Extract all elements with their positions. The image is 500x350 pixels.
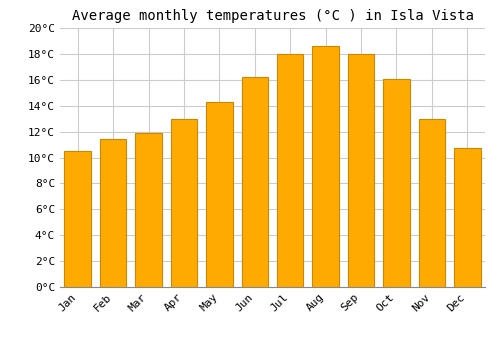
Bar — [454, 148, 480, 287]
Bar — [242, 77, 268, 287]
Bar — [383, 78, 409, 287]
Bar — [418, 119, 445, 287]
Bar — [206, 102, 233, 287]
Bar — [348, 54, 374, 287]
Bar — [64, 151, 91, 287]
Bar — [136, 133, 162, 287]
Bar — [170, 119, 197, 287]
Bar — [312, 46, 339, 287]
Title: Average monthly temperatures (°C ) in Isla Vista: Average monthly temperatures (°C ) in Is… — [72, 9, 473, 23]
Bar — [277, 54, 303, 287]
Bar — [100, 139, 126, 287]
